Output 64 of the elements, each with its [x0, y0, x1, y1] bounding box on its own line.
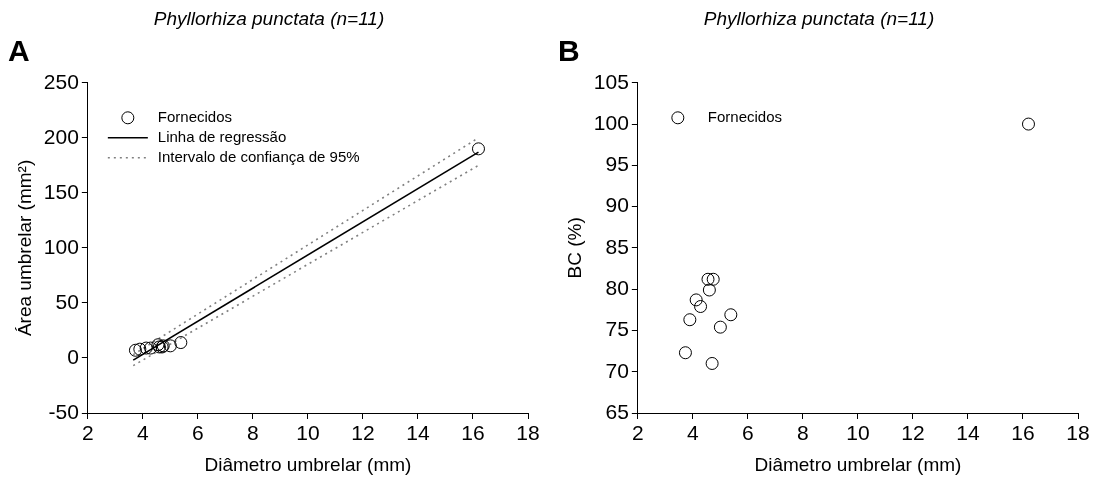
x-axis-title: Diâmetro umbrelar (mm) [204, 453, 412, 475]
x-tick-label: 12 [351, 421, 375, 445]
y-tick-label: 95 [605, 152, 629, 176]
x-tick-label: 14 [956, 421, 980, 445]
x-tick-label: 8 [797, 421, 809, 445]
x-tick-label: 2 [631, 421, 644, 445]
y-axis-title: Área umbrelar (mm²) [13, 159, 35, 337]
y-tick-label: 150 [43, 179, 79, 203]
y-tick-label: -50 [48, 399, 79, 423]
y-tick-label: 105 [593, 69, 629, 93]
y-tick-label: 0 [67, 344, 79, 368]
x-tick-label: 4 [137, 421, 150, 445]
point [133, 342, 147, 356]
y-tick-label: 85 [605, 234, 629, 258]
point [713, 320, 727, 334]
y-tick-label: 250 [43, 69, 79, 93]
y-tick-label: 90 [605, 193, 629, 217]
y-tick-label: 80 [605, 275, 629, 299]
point [701, 272, 715, 286]
point [128, 343, 142, 357]
x-tick-label: 14 [406, 421, 430, 445]
y-tick-label: 75 [605, 317, 629, 341]
x-tick-label: 6 [192, 421, 204, 445]
x-tick-label: 10 [296, 421, 320, 445]
point [689, 293, 703, 307]
y-tick-label: 100 [43, 234, 79, 258]
legend-label: Fornecidos [157, 107, 233, 125]
x-tick-label: 8 [247, 421, 259, 445]
x-tick-label: 10 [846, 421, 870, 445]
text: A [8, 34, 30, 68]
point [678, 346, 692, 360]
y-tick-label: 50 [55, 289, 79, 313]
legend-label: Fornecidos [707, 107, 783, 125]
y-tick-label: 65 [605, 399, 629, 423]
x-tick-label: 6 [742, 421, 754, 445]
point [471, 142, 485, 156]
point [139, 341, 153, 355]
y-tick-label: 70 [605, 358, 629, 382]
y-tick-label: 200 [43, 124, 79, 148]
x-tick-label: 16 [461, 421, 485, 445]
point [706, 272, 720, 286]
x-tick-label: 16 [1011, 421, 1035, 445]
point [1021, 117, 1035, 131]
point [163, 339, 177, 353]
x-tick-label: 4 [687, 421, 700, 445]
x-tick-label: 18 [1066, 421, 1090, 445]
y-axis-title: BC (%) [563, 217, 585, 279]
point [144, 341, 158, 355]
x-tick-label: 18 [516, 421, 540, 445]
legend-label: Linha de regressão [157, 127, 287, 145]
point [705, 356, 719, 370]
legend-label: Intervalo de confiança de 95% [157, 147, 360, 165]
chart-title: Phyllorhiza punctata (n=11) [153, 7, 385, 29]
point [694, 300, 708, 314]
x-tick-label: 2 [81, 421, 94, 445]
point [724, 308, 738, 322]
y-tick-label: 100 [593, 110, 629, 134]
point [702, 283, 716, 297]
point [174, 336, 188, 350]
x-tick-label: 12 [901, 421, 925, 445]
point [683, 313, 697, 327]
x-axis-title: Diâmetro umbrelar (mm) [754, 453, 962, 475]
chart-title: Phyllorhiza punctata (n=11) [703, 7, 935, 29]
text: B [558, 34, 580, 68]
